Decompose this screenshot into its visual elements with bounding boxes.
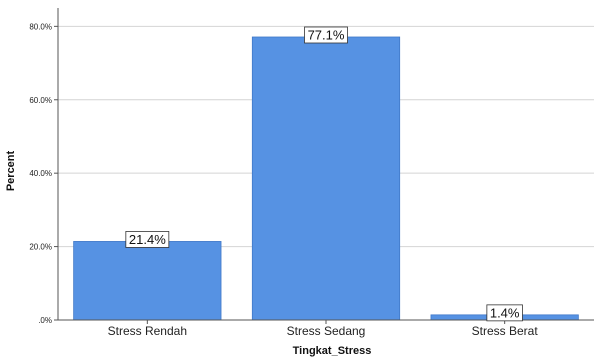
y-axis-title: Percent bbox=[5, 150, 17, 191]
data-label-box bbox=[486, 304, 523, 322]
data-label-box bbox=[304, 26, 348, 44]
y-tick-label: 40.0% bbox=[29, 169, 52, 178]
x-tick-label: Stress Rendah bbox=[108, 324, 187, 338]
data-label: 1.4% bbox=[490, 305, 520, 320]
x-tick-label: Stress Berat bbox=[472, 324, 539, 338]
data-label: 21.4% bbox=[129, 232, 166, 247]
y-tick-label: 80.0% bbox=[29, 22, 52, 31]
bar bbox=[251, 36, 401, 321]
y-tick-label: 20.0% bbox=[29, 243, 52, 252]
y-tick-label: .0% bbox=[38, 316, 52, 325]
labels: .0% 20.0% 40.0% 60.0% 80.0% 21.4% Stress Renda… bbox=[29, 22, 538, 338]
bars bbox=[73, 36, 579, 321]
data-label: 77.1% bbox=[308, 27, 345, 42]
y-tick-label: 60.0% bbox=[29, 96, 52, 105]
data-label-box bbox=[125, 231, 170, 248]
bar bbox=[73, 241, 222, 321]
x-tick-label: Stress Sedang bbox=[287, 324, 366, 338]
x-axis-title: Tingkat_Stress bbox=[293, 345, 372, 357]
